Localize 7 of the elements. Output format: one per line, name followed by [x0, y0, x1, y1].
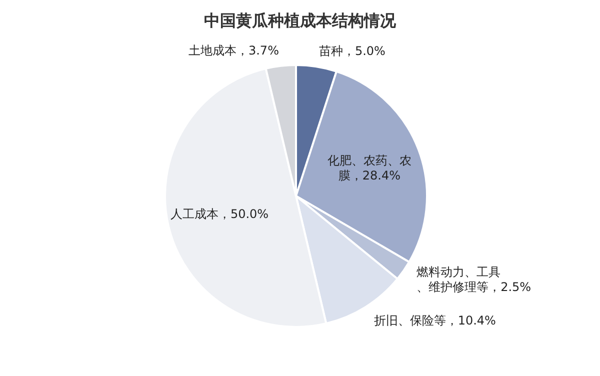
slice-label: 化肥、农药、农膜，28.4% [327, 153, 412, 182]
slice-label: 燃料动力、工具、维护修理等，2.5% [416, 265, 532, 294]
slice-label: 人工成本，50.0% [170, 207, 269, 222]
slice-label: 折旧、保险等，10.4% [374, 313, 496, 328]
slice-label: 苗种，5.0% [318, 44, 386, 58]
chart-title: 中国黄瓜种植成本结构情况 [204, 11, 397, 30]
slice-label: 土地成本，3.7% [188, 43, 279, 58]
